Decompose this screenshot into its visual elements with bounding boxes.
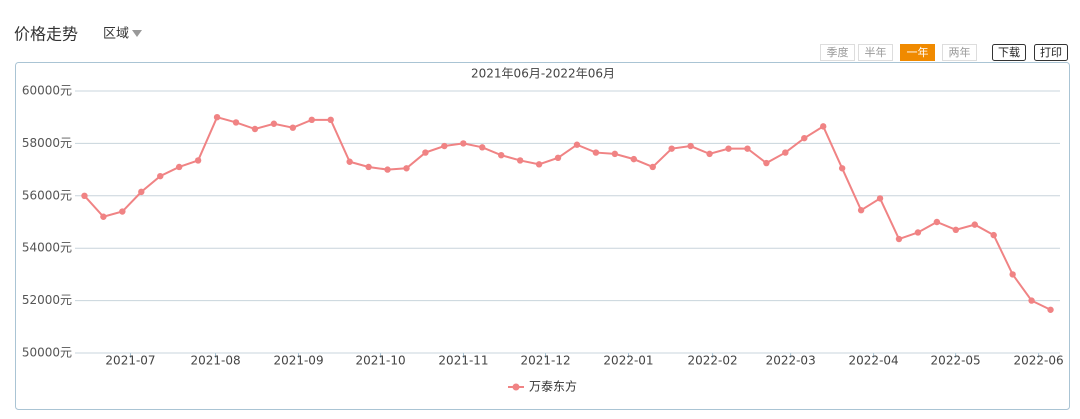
y-tick-label: 56000元 (22, 188, 72, 202)
point (971, 221, 978, 228)
x-tick-label: 2021-11 (438, 354, 488, 368)
legend-marker (512, 383, 520, 391)
x-tick-label: 2022-01 (603, 354, 653, 368)
range-button[interactable] (858, 44, 893, 61)
point (782, 149, 789, 156)
point (422, 149, 429, 156)
point (403, 165, 410, 172)
x-tick-label: 2021-07 (105, 354, 155, 368)
point (535, 161, 543, 168)
y-tick-label: 52000元 (22, 293, 72, 307)
chart-frame (15, 62, 1070, 410)
point (838, 165, 846, 172)
point (668, 145, 675, 152)
point (990, 231, 997, 239)
range-button[interactable] (820, 44, 855, 61)
point (725, 145, 732, 152)
point (630, 155, 637, 163)
action-button[interactable] (992, 44, 1026, 61)
point (81, 192, 88, 199)
point (1047, 306, 1054, 313)
y-tick-label: 54000元 (22, 241, 72, 255)
point (649, 163, 656, 171)
point (479, 144, 486, 151)
point (687, 142, 694, 150)
point (327, 116, 334, 124)
action-button-label[interactable]: 下载 (998, 46, 1020, 59)
y-tick-label: 50000元 (22, 346, 72, 360)
point (952, 226, 960, 234)
point (1009, 271, 1016, 278)
point (1028, 297, 1035, 304)
range-button[interactable] (942, 44, 977, 61)
point (213, 114, 221, 121)
legend-label: 万泰东方 (529, 379, 577, 394)
action-button[interactable] (1034, 44, 1068, 61)
point (801, 134, 808, 142)
point (138, 188, 145, 196)
point (175, 163, 183, 171)
y-tick-label: 60000元 (22, 84, 72, 98)
range-button-label[interactable]: 一年 (907, 45, 929, 59)
x-tick-label: 2021-08 (190, 354, 240, 368)
point (914, 229, 922, 236)
point (270, 120, 278, 127)
point (441, 142, 448, 150)
point (498, 151, 505, 159)
x-tick-label: 2021-09 (273, 354, 323, 368)
point (573, 141, 581, 148)
y-tick-label: 58000元 (22, 136, 72, 150)
point (289, 124, 297, 131)
x-tick-label: 2022-06 (1014, 354, 1064, 368)
x-tick-label: 2022-05 (931, 354, 981, 368)
point (611, 150, 619, 158)
point (460, 140, 467, 147)
point (346, 158, 353, 165)
point (194, 157, 202, 164)
x-tick-label: 2022-02 (688, 354, 738, 368)
range-button-label[interactable]: 季度 (827, 45, 849, 59)
dropdown-arrow (132, 30, 142, 37)
x-tick-label: 2021-12 (520, 354, 570, 368)
point (232, 119, 240, 126)
region-select[interactable]: 区域 (103, 27, 129, 42)
range-button-label[interactable]: 两年 (949, 45, 971, 59)
point (876, 195, 884, 202)
point (554, 154, 562, 162)
point (820, 123, 827, 130)
range-button[interactable] (900, 44, 935, 61)
line (83, 116, 1051, 311)
x-tick-label: 2022-04 (849, 354, 899, 368)
point (100, 213, 107, 220)
point (763, 159, 770, 167)
point (744, 145, 751, 152)
action-button-label[interactable]: 打印 (1040, 45, 1062, 59)
point (384, 166, 391, 173)
point (895, 235, 903, 243)
point (857, 207, 865, 214)
point (251, 125, 259, 133)
point (119, 208, 126, 215)
point (157, 172, 164, 180)
point (592, 149, 600, 156)
point (365, 163, 372, 171)
page-title: 价格走势 (14, 25, 78, 44)
point (933, 218, 941, 226)
range-button-label[interactable]: 半年 (865, 45, 887, 59)
point (706, 150, 713, 158)
chart-subtitle: 2021年06月-2022年06月 (471, 67, 615, 81)
point (516, 157, 524, 164)
x-tick-label: 2021-10 (355, 354, 405, 368)
x-tick-label: 2022-03 (766, 354, 816, 368)
point (308, 116, 315, 124)
